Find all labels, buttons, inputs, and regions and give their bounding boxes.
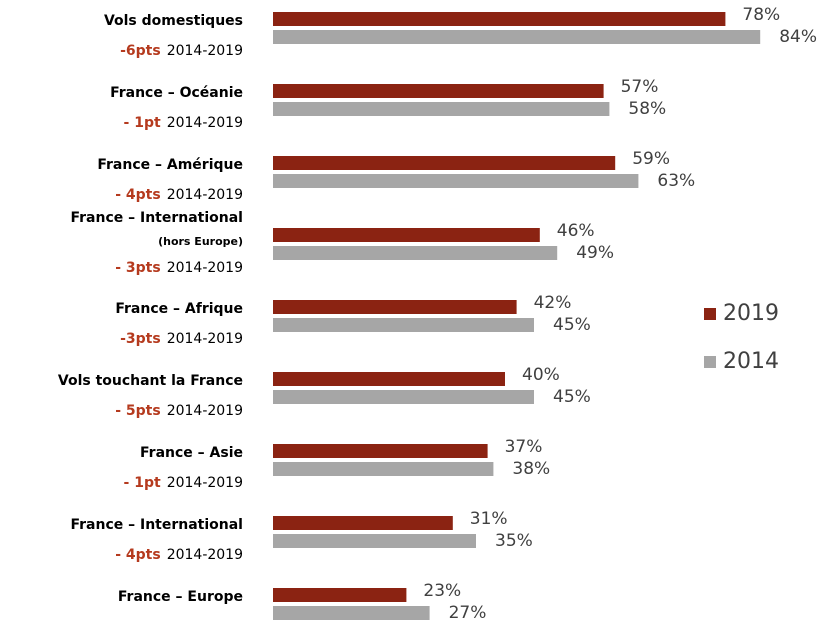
change-value: - 4pts — [115, 547, 160, 563]
category-note: (hors Europe) — [158, 235, 243, 248]
change-label: - 3pts 2014-2019 — [115, 260, 243, 276]
bar — [273, 534, 476, 548]
change-label: - 1pt 2014-2019 — [124, 115, 243, 131]
change-label: - 4pts 2014-2019 — [115, 187, 243, 203]
value-label: 63% — [657, 171, 695, 191]
category-label: France – International — [70, 210, 243, 226]
value-label: 49% — [576, 243, 614, 263]
bar — [273, 12, 726, 26]
period: 2014-2019 — [167, 475, 243, 491]
change-value: -3pts — [120, 331, 161, 347]
legend-label: 2019 — [723, 301, 779, 326]
category-label: France – Amérique — [97, 157, 243, 173]
category-label: France – Europe — [118, 589, 243, 605]
value-label: 40% — [522, 365, 560, 385]
category-label: France – Afrique — [115, 301, 243, 317]
change-label: - 5pts 2014-2019 — [115, 403, 243, 419]
bar — [273, 30, 761, 44]
change-label: - 1pt 2014-2019 — [124, 475, 243, 491]
bar — [273, 102, 610, 116]
change-value: - 3pts — [115, 260, 160, 276]
bar — [273, 84, 604, 98]
bar — [273, 390, 534, 404]
value-label: 31% — [470, 509, 508, 529]
legend-swatch — [704, 356, 716, 368]
value-label: 78% — [742, 5, 780, 25]
legend-swatch — [704, 308, 716, 320]
bar — [273, 300, 517, 314]
change-label: -6pts 2014-2019 — [120, 43, 243, 59]
value-label: 42% — [534, 293, 572, 313]
change-value: - 4pts — [115, 187, 160, 203]
category-label: Vols domestiques — [104, 13, 243, 29]
value-label: 58% — [628, 99, 666, 119]
value-label: 59% — [632, 149, 670, 169]
value-label: 84% — [779, 27, 817, 47]
period: 2014-2019 — [167, 403, 243, 419]
category-label: France – International — [70, 517, 243, 533]
bar — [273, 606, 430, 620]
value-label: 45% — [553, 315, 591, 335]
value-label: 57% — [621, 77, 659, 97]
change-value: - 1pt — [124, 115, 161, 131]
value-label: 35% — [495, 531, 533, 551]
period: 2014-2019 — [167, 43, 243, 59]
bar — [273, 246, 558, 260]
bar — [273, 318, 534, 332]
legend-label: 2014 — [723, 349, 779, 374]
bar — [273, 462, 494, 476]
value-label: 38% — [512, 459, 550, 479]
period: 2014-2019 — [167, 260, 243, 276]
bar — [273, 444, 488, 458]
period: 2014-2019 — [167, 331, 243, 347]
bar — [273, 156, 616, 170]
bar — [273, 588, 407, 602]
value-label: 23% — [423, 581, 461, 601]
change-label: - 4pts 2014-2019 — [115, 547, 243, 563]
period: 2014-2019 — [167, 547, 243, 563]
period: 2014-2019 — [167, 115, 243, 131]
change-label: -3pts 2014-2019 — [120, 331, 243, 347]
value-label: 46% — [557, 221, 595, 241]
category-label: France – Océanie — [110, 85, 243, 101]
category-label: Vols touchant la France — [58, 373, 243, 389]
bar — [273, 516, 453, 530]
change-value: - 5pts — [115, 403, 160, 419]
value-label: 27% — [449, 603, 487, 620]
value-label: 45% — [553, 387, 591, 407]
bar — [273, 372, 505, 386]
period: 2014-2019 — [167, 187, 243, 203]
value-label: 37% — [505, 437, 543, 457]
bar — [273, 174, 639, 188]
change-value: -6pts — [120, 43, 161, 59]
category-label: France – Asie — [140, 445, 243, 461]
bar — [273, 228, 540, 242]
change-value: - 1pt — [124, 475, 161, 491]
